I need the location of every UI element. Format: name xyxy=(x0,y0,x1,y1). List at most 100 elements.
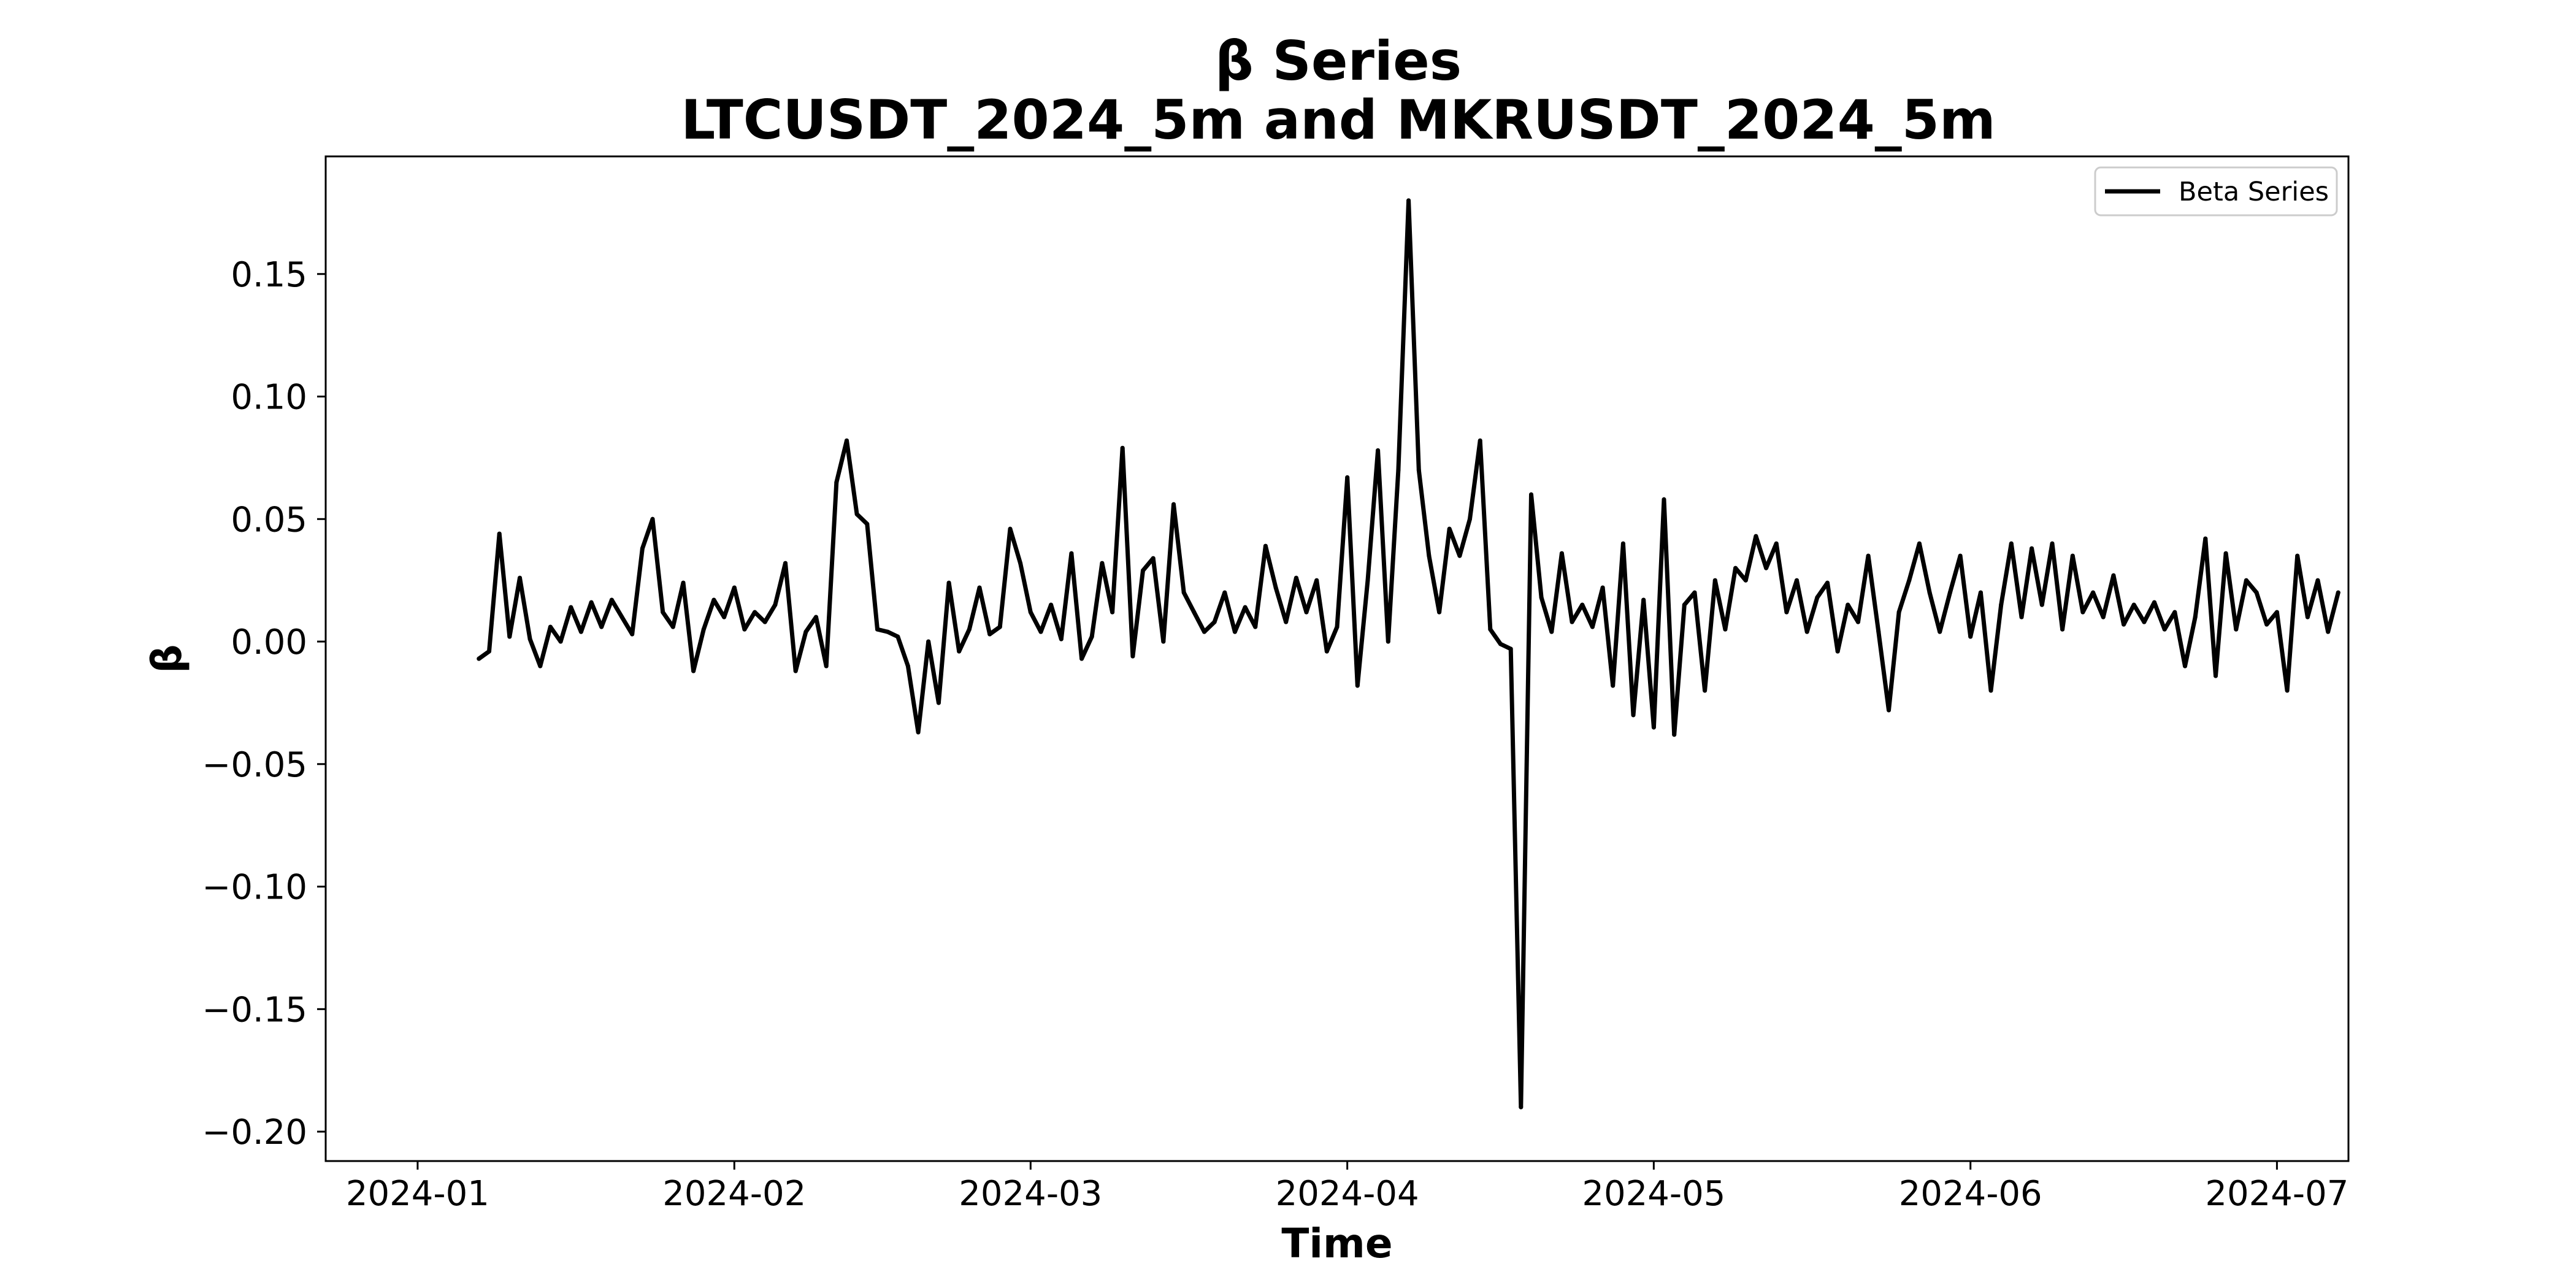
data-point xyxy=(1692,590,1697,595)
data-point xyxy=(1682,602,1687,607)
data-point xyxy=(1232,629,1237,634)
x-tick-label: 2024-04 xyxy=(1276,1174,1419,1214)
data-point xyxy=(895,634,900,639)
data-point xyxy=(1069,551,1074,556)
data-point xyxy=(497,531,502,536)
data-point xyxy=(875,627,880,632)
data-point xyxy=(936,700,941,705)
data-point xyxy=(722,615,727,619)
data-point xyxy=(1835,649,1840,654)
data-point xyxy=(2101,615,2106,619)
data-point xyxy=(1478,438,1482,443)
y-tick-label: −0.20 xyxy=(202,1113,307,1152)
data-point xyxy=(2336,590,2340,595)
data-point xyxy=(2060,627,2065,632)
data-point xyxy=(1927,590,1932,595)
data-point xyxy=(824,664,829,669)
data-point xyxy=(701,627,706,632)
data-point xyxy=(1028,610,1033,615)
data-point xyxy=(1253,624,1258,629)
data-point xyxy=(1324,649,1329,654)
data-point xyxy=(1457,553,1462,558)
data-point xyxy=(2050,541,2055,546)
data-point xyxy=(1611,683,1616,688)
data-point xyxy=(1815,595,1820,600)
y-tick-label: −0.10 xyxy=(202,868,307,908)
data-point xyxy=(1049,602,1054,607)
data-point xyxy=(609,597,614,602)
data-point xyxy=(987,632,992,637)
data-point xyxy=(793,669,798,673)
data-point xyxy=(2142,619,2147,624)
data-point xyxy=(916,730,921,735)
data-point xyxy=(926,639,931,644)
data-point xyxy=(1825,580,1830,585)
x-axis: 2024-01 2024-02 2024-03 2024-04 2024-05 2024-… xyxy=(346,1161,2348,1214)
data-point xyxy=(1294,575,1298,580)
data-point xyxy=(905,664,910,669)
data-point xyxy=(1917,541,1922,546)
data-point xyxy=(783,561,788,565)
y-tick-label: 0.05 xyxy=(231,500,307,540)
x-tick-label: 2024-01 xyxy=(346,1174,489,1214)
data-point xyxy=(1662,497,1666,502)
data-point xyxy=(1988,688,1993,693)
data-point xyxy=(1141,568,1145,573)
y-tick-label: 0.10 xyxy=(231,378,307,418)
data-point xyxy=(1938,629,1942,634)
data-point xyxy=(1539,595,1544,600)
data-point xyxy=(1804,629,1809,634)
data-point xyxy=(1376,448,1381,453)
data-point xyxy=(2203,536,2208,541)
data-point xyxy=(742,627,747,632)
data-point xyxy=(1519,1105,1524,1110)
data-point xyxy=(2285,688,2290,693)
data-point xyxy=(2326,629,2331,634)
data-point xyxy=(1947,590,1952,595)
data-point xyxy=(2030,546,2034,551)
legend-label: Beta Series xyxy=(2179,177,2329,207)
data-point xyxy=(1202,629,1206,634)
data-point xyxy=(2315,578,2320,583)
data-point xyxy=(538,664,543,669)
data-point xyxy=(946,580,951,585)
y-axis-label: β xyxy=(144,644,191,673)
x-tick-label: 2024-06 xyxy=(1899,1174,2042,1214)
data-point xyxy=(1089,634,1094,639)
data-point xyxy=(1590,624,1595,629)
data-point xyxy=(2183,664,2187,669)
data-point xyxy=(1335,624,1340,629)
data-point xyxy=(1774,541,1779,546)
data-point xyxy=(2070,553,2075,558)
data-point xyxy=(2039,602,2044,607)
data-point xyxy=(1396,467,1401,472)
x-axis-label: Time xyxy=(1281,1220,1392,1267)
data-point xyxy=(1110,610,1115,615)
data-point xyxy=(1171,502,1176,507)
data-point xyxy=(619,615,624,619)
data-point xyxy=(1468,516,1472,521)
data-point xyxy=(2223,551,2228,556)
data-point xyxy=(2131,602,2136,607)
data-point xyxy=(1304,610,1309,615)
data-point xyxy=(1437,610,1442,615)
data-point xyxy=(1355,683,1360,688)
data-point xyxy=(1580,602,1585,607)
data-point xyxy=(957,649,962,654)
data-point xyxy=(865,521,870,526)
data-point xyxy=(1631,713,1636,718)
y-tick-label: 0.00 xyxy=(231,623,307,662)
data-point xyxy=(681,580,686,585)
data-point xyxy=(1192,610,1197,615)
data-point xyxy=(1856,619,1860,624)
data-point xyxy=(1263,543,1268,548)
data-point xyxy=(1876,629,1881,634)
x-tick-label: 2024-05 xyxy=(1582,1174,1725,1214)
data-point xyxy=(548,624,553,629)
data-point xyxy=(2274,610,2279,615)
data-point xyxy=(1600,585,1605,590)
data-point xyxy=(1896,610,1901,615)
data-point xyxy=(650,516,655,521)
data-point xyxy=(2193,615,2198,619)
